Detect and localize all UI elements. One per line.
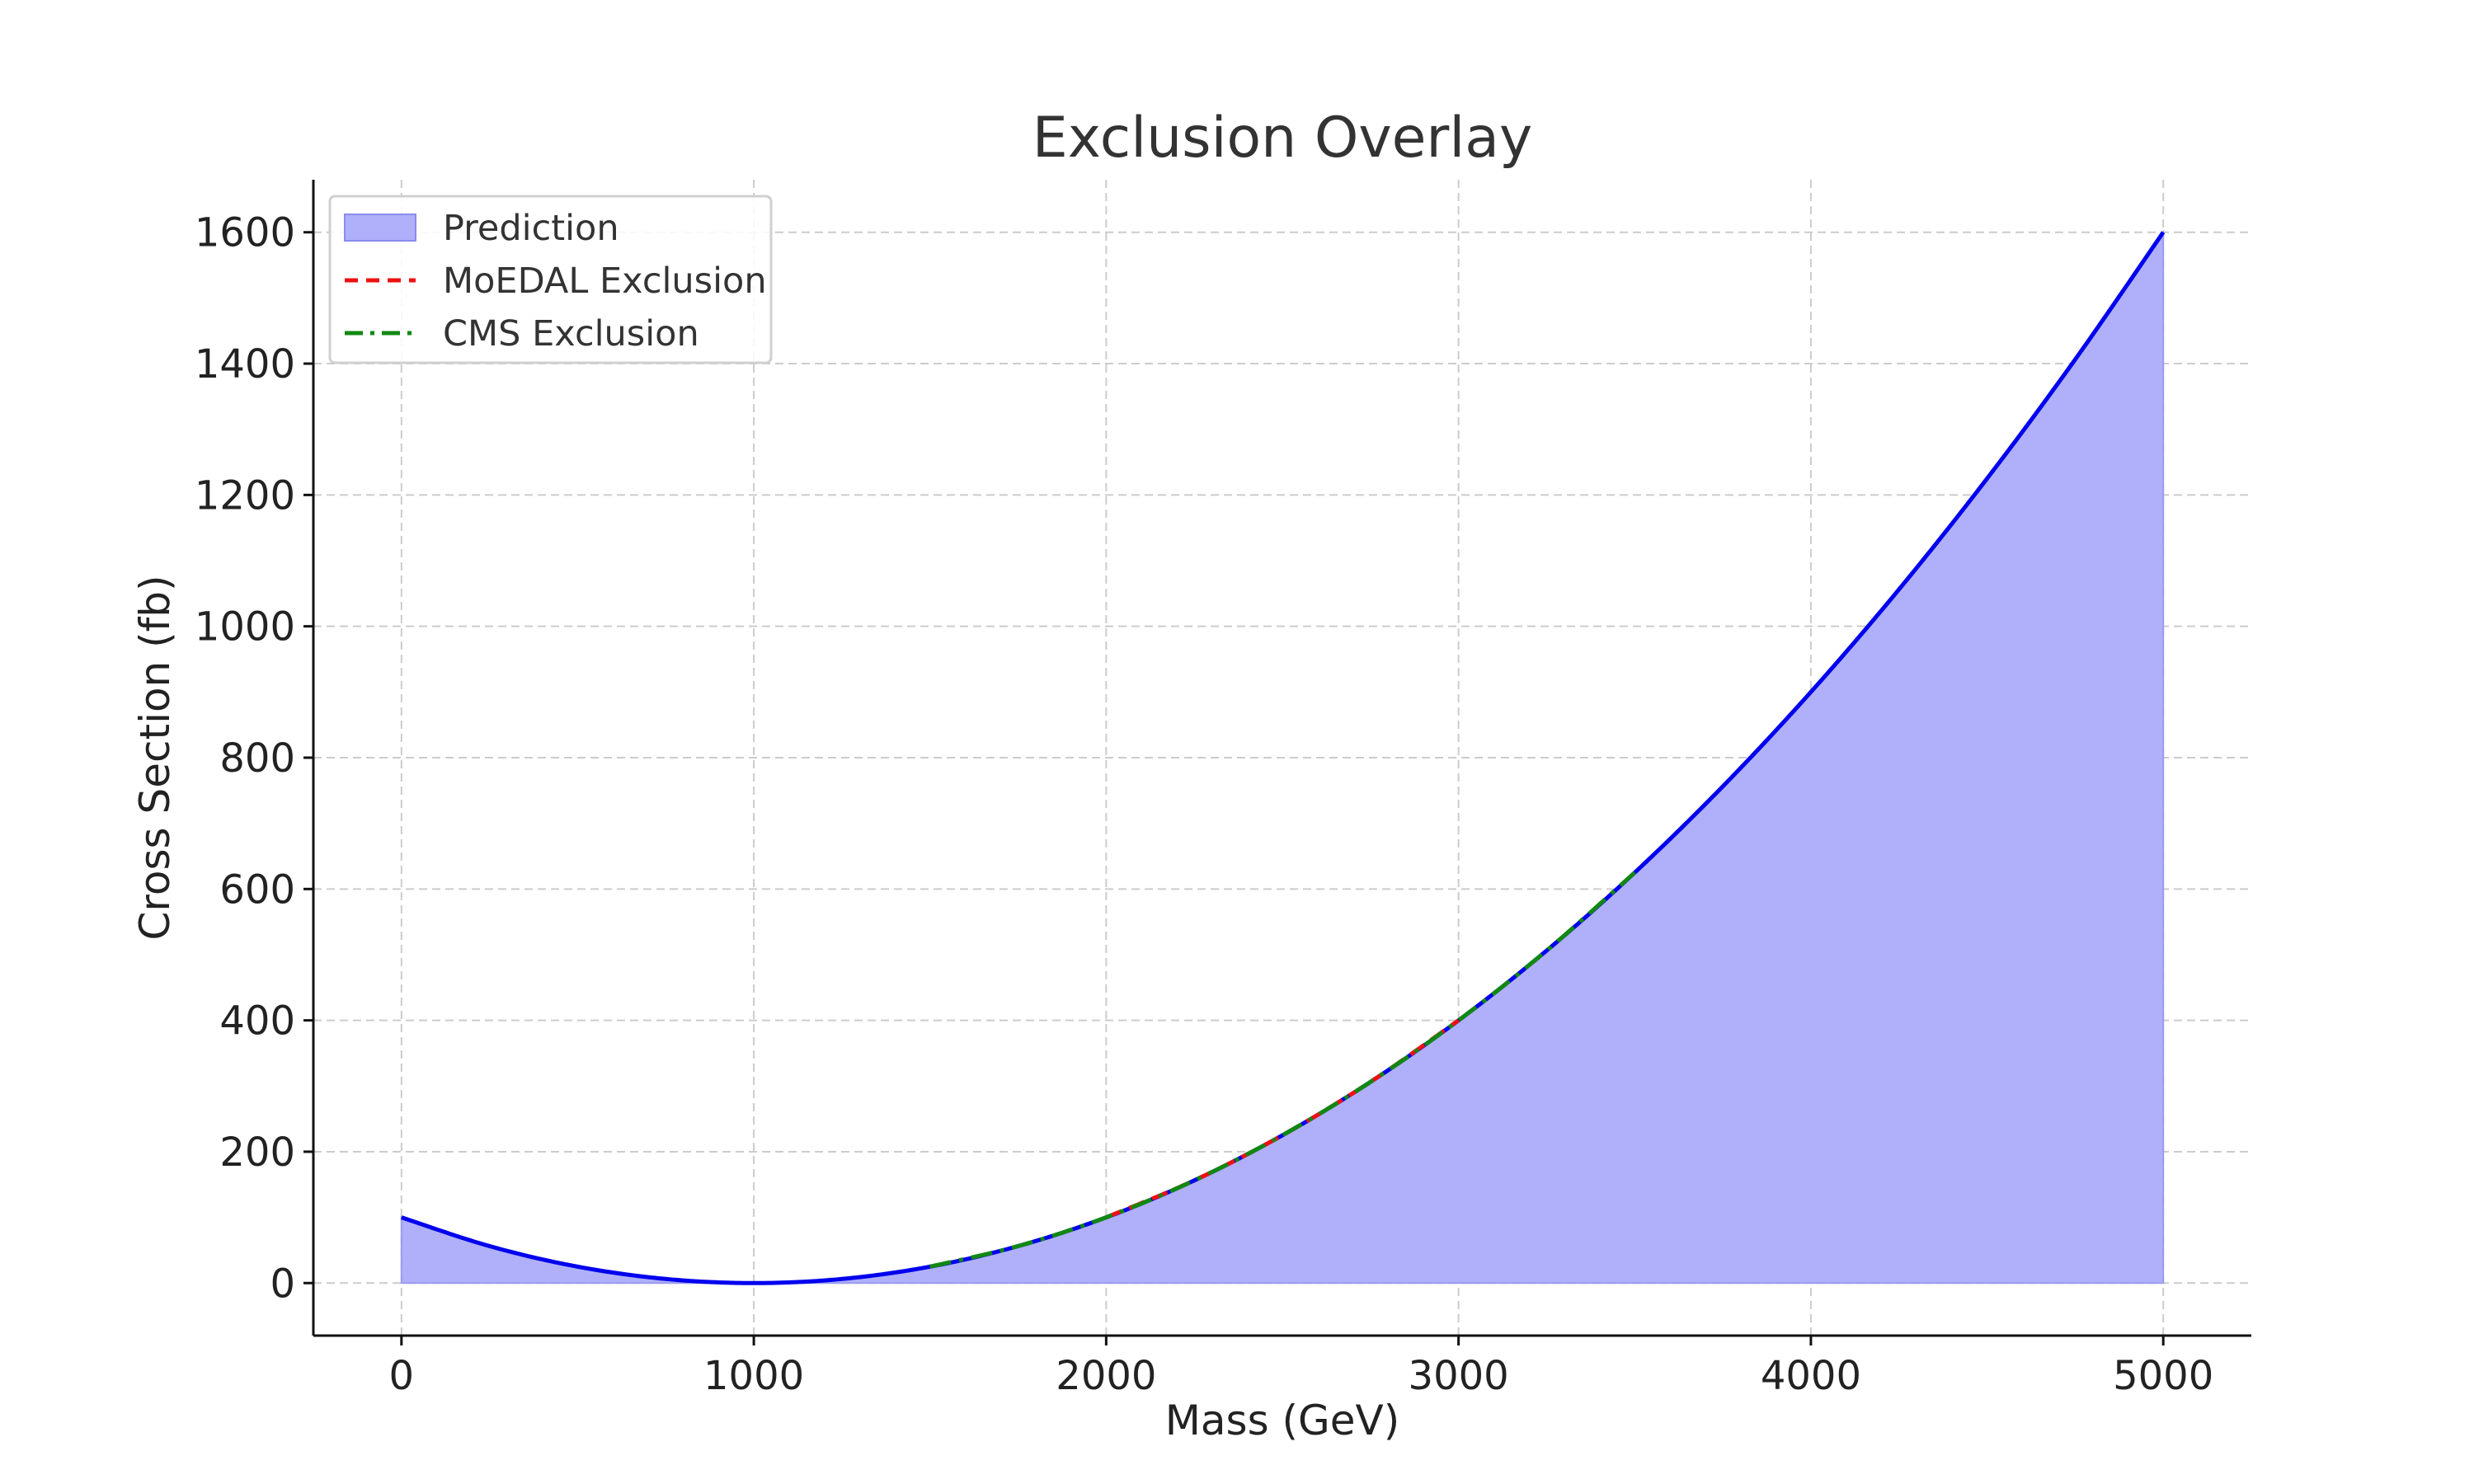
legend-label: MoEDAL Exclusion — [443, 261, 767, 302]
x-tick-label: 5000 — [2113, 1353, 2213, 1399]
y-axis-label: Cross Section (fb) — [131, 575, 179, 941]
legend-label: Prediction — [443, 208, 619, 249]
tick-labels: 0 1000 2000 3000 4000 5000 0 200 400 600 800 1000 12… — [195, 210, 2213, 1399]
y-tick-label: 1200 — [195, 472, 295, 519]
x-tick-label: 3000 — [1409, 1353, 1509, 1399]
y-tick-label: 800 — [219, 735, 295, 782]
legend-swatch-prediction — [344, 214, 416, 242]
y-tick-label: 1000 — [195, 604, 295, 650]
y-tick-label: 0 — [270, 1261, 295, 1307]
x-tick-label: 2000 — [1056, 1353, 1156, 1399]
y-tick-label: 600 — [219, 866, 295, 913]
chart-title: Exclusion Overlay — [1032, 106, 1532, 171]
series-layer — [400, 229, 2166, 1285]
y-tick-label: 400 — [219, 998, 295, 1045]
legend: Prediction MoEDAL Exclusion CMS Exclusion — [328, 195, 773, 364]
legend-label: CMS Exclusion — [443, 313, 699, 355]
x-axis-label: Mass (GeV) — [1165, 1397, 1400, 1444]
x-tick-label: 0 — [389, 1353, 415, 1399]
y-tick-label: 1600 — [195, 210, 295, 256]
y-tick-label: 1400 — [195, 341, 295, 387]
y-tick-label: 200 — [219, 1129, 295, 1176]
x-tick-label: 4000 — [1761, 1353, 1861, 1399]
legend-box — [328, 195, 773, 364]
x-tick-label: 1000 — [703, 1353, 804, 1399]
prediction-line — [401, 231, 2166, 1285]
cms-exclusion-line — [929, 871, 1636, 1269]
